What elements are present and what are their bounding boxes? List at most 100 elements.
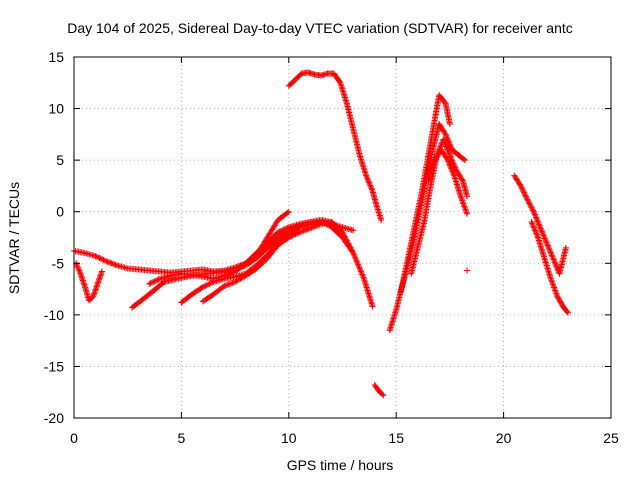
data-point-interp	[545, 245, 552, 252]
data-point	[350, 249, 357, 256]
data-point-interp	[564, 308, 571, 315]
data-point-interp	[226, 280, 233, 287]
data-point-interp	[359, 272, 366, 279]
series-track-n	[511, 172, 569, 277]
data-point-interp	[558, 300, 565, 307]
data-point-interp	[529, 221, 536, 228]
data-point	[446, 121, 453, 128]
data-point	[199, 284, 206, 291]
data-point-interp	[557, 299, 564, 306]
data-point-interp	[520, 188, 527, 195]
data-point-interp	[352, 254, 359, 261]
data-point-interp	[548, 278, 555, 285]
series-track-m	[464, 267, 471, 274]
data-point-interp	[365, 178, 372, 185]
data-point-interp	[450, 169, 457, 176]
data-point-interp	[443, 143, 450, 150]
data-point-interp	[550, 283, 557, 290]
data-point	[446, 151, 453, 158]
data-point	[146, 280, 153, 287]
data-point-interp	[448, 166, 455, 173]
data-point-interp	[277, 228, 284, 235]
data-point-interp	[297, 228, 304, 235]
data-point	[380, 392, 387, 399]
data-point-interp	[379, 391, 386, 398]
data-point-interp	[550, 281, 557, 288]
data-point-interp	[352, 255, 359, 262]
data-point-interp	[349, 248, 356, 255]
data-point	[543, 239, 550, 246]
chart-title: Day 104 of 2025, Sidereal Day-to-day VTE…	[67, 20, 573, 36]
data-point-interp	[363, 174, 370, 181]
series-track-f	[199, 219, 335, 305]
data-point-interp	[529, 220, 536, 227]
data-point	[464, 210, 471, 217]
data-point	[457, 193, 464, 200]
plot-frame	[73, 56, 612, 419]
data-point-interp	[108, 260, 115, 267]
data-point-interp	[526, 200, 533, 207]
data-point-interp	[220, 283, 227, 290]
data-point-interp	[368, 186, 375, 193]
data-point-interp	[551, 259, 558, 266]
data-point-interp	[304, 226, 311, 233]
data-point-interp	[299, 228, 306, 235]
data-point-interp	[547, 249, 554, 256]
y-tick-label: -10	[44, 307, 64, 323]
data-point-interp	[107, 259, 114, 266]
data-point-interp	[76, 267, 83, 274]
data-point-interp	[530, 223, 537, 230]
data-point-interp	[448, 165, 455, 172]
data-point	[464, 193, 471, 200]
data-point-interp	[536, 222, 543, 229]
y-tick-label: 10	[48, 101, 64, 117]
data-point-interp	[532, 228, 539, 235]
data-point-interp	[463, 207, 470, 214]
data-point-interp	[154, 277, 161, 284]
data-point	[221, 282, 228, 289]
data-point	[103, 258, 110, 265]
data-point-interp	[443, 132, 450, 139]
data-point-interp	[292, 231, 299, 238]
data-point-interp	[449, 168, 456, 175]
data-point-interp	[366, 179, 373, 186]
data-point	[369, 303, 376, 310]
x-axis-label: GPS time / hours	[287, 457, 394, 473]
data-point-interp	[280, 226, 287, 233]
data-point-interp	[73, 261, 80, 268]
data-point-interp	[516, 181, 523, 188]
data-point-interp	[279, 227, 286, 234]
x-tick-label: 5	[178, 430, 186, 446]
data-point	[275, 229, 282, 236]
data-point	[350, 227, 357, 234]
data-point-interp	[206, 280, 213, 287]
data-point-interp	[444, 135, 451, 142]
data-point-interp	[450, 171, 457, 178]
data-point-interp	[226, 270, 233, 277]
data-point-interp	[289, 232, 296, 239]
data-point-interp	[147, 280, 154, 287]
data-point	[285, 234, 292, 241]
data-point-interp	[295, 229, 302, 236]
data-point-interp	[559, 302, 566, 309]
data-point-interp	[224, 281, 231, 288]
data-point-interp	[198, 284, 205, 291]
data-point	[461, 157, 468, 164]
data-point-interp	[293, 230, 300, 237]
data-point-interp	[533, 231, 540, 238]
series-track-d	[146, 217, 357, 287]
data-point	[528, 219, 535, 226]
data-point-interp	[555, 294, 562, 301]
data-point-interp	[228, 280, 235, 287]
data-point-interp	[359, 271, 366, 278]
data-point	[547, 275, 554, 282]
data-point-interp	[552, 260, 559, 267]
data-point-interp	[360, 274, 367, 281]
series-track-o	[528, 219, 572, 316]
data-point-interp	[151, 278, 158, 285]
data-point-interp	[534, 233, 541, 240]
data-point-interp	[202, 282, 209, 289]
data-point-interp	[444, 146, 451, 153]
data-point-interp	[462, 206, 469, 213]
data-point-interp	[463, 209, 470, 216]
